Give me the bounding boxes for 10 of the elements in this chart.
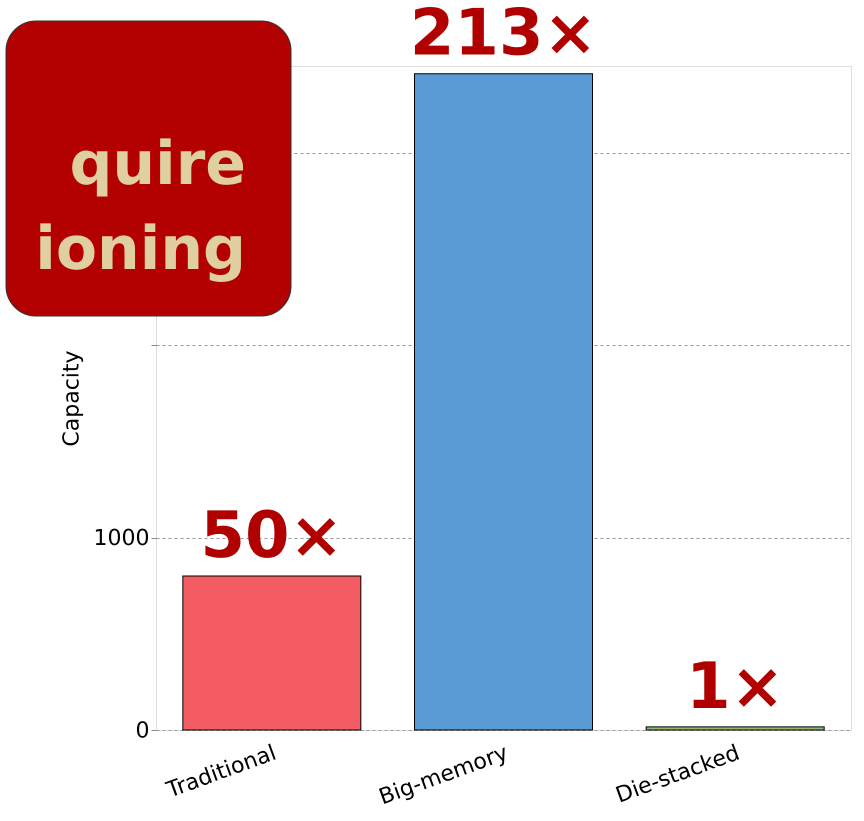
- bar: [182, 576, 362, 730]
- annotation: quire ioning: [35, 129, 246, 284]
- bar: [414, 73, 593, 730]
- annotation: 50×: [200, 499, 344, 574]
- y-axis-title: Capacity: [60, 350, 85, 447]
- y-tick-label: 0: [136, 718, 150, 744]
- annotation: 1×: [686, 650, 784, 724]
- bar: [646, 726, 825, 730]
- annotation: 213×: [410, 0, 598, 71]
- y-tick-label: 1000: [94, 526, 150, 552]
